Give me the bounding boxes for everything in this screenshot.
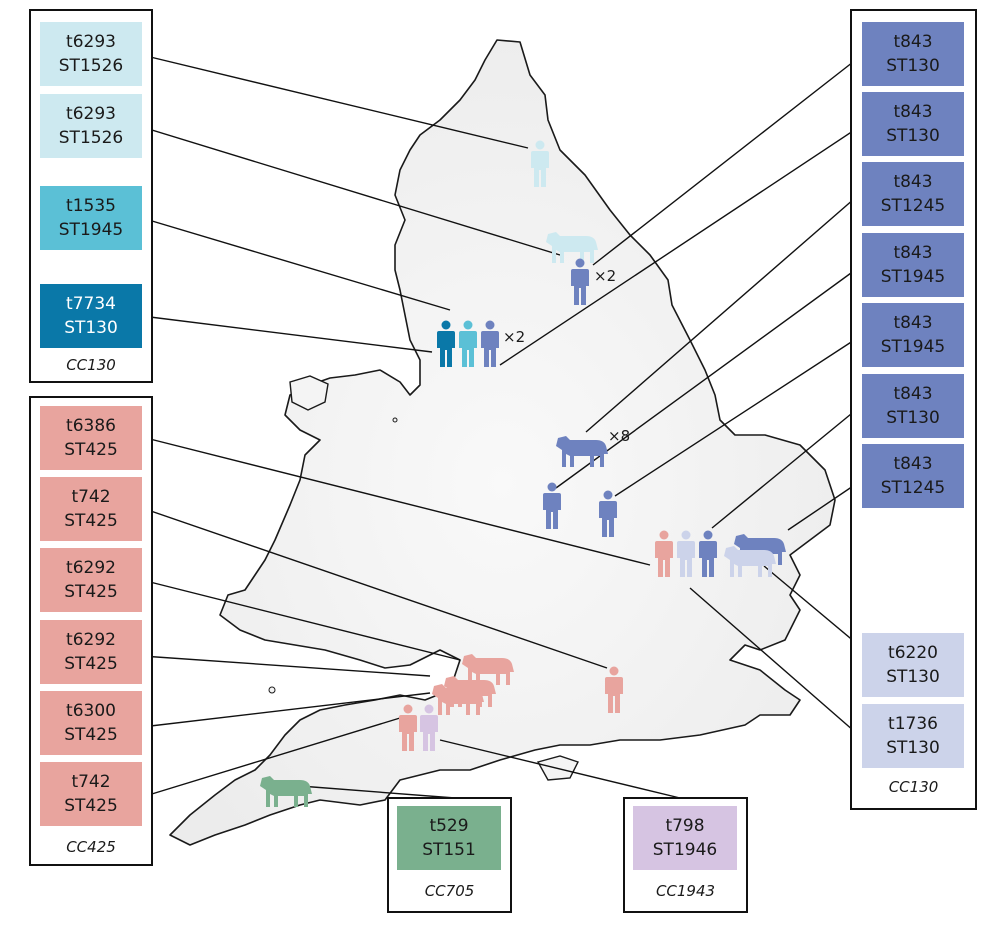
group-caption: CC705 (424, 882, 475, 900)
spa-type: t1736 (888, 714, 938, 734)
count-multiplier: ×2 (594, 267, 617, 285)
spa-label: t742 ST425 (40, 477, 142, 541)
spa-label: t6292 ST425 (40, 620, 142, 684)
sequence-type: ST130 (886, 667, 940, 687)
spa-label: t742 ST425 (40, 762, 142, 826)
sequence-type: ST1526 (58, 128, 124, 148)
cow-icon (724, 542, 778, 582)
human-icon (436, 320, 456, 372)
sequence-type: ST130 (886, 56, 940, 76)
sequence-type: ST1945 (880, 337, 946, 357)
sequence-type: ST425 (64, 582, 118, 602)
cow-icon (462, 650, 516, 690)
spa-type: t7734 (66, 294, 116, 314)
spa-label: t1736 ST130 (862, 704, 964, 768)
spa-type: t742 (71, 772, 111, 792)
sequence-type: ST130 (886, 126, 940, 146)
spa-label: t6293 ST1526 (40, 22, 142, 86)
spa-label: t1535 ST1945 (40, 186, 142, 250)
sequence-type: ST130 (886, 408, 940, 428)
human-icon (480, 320, 500, 372)
sequence-type: ST1946 (652, 840, 718, 860)
spa-type: t1535 (66, 196, 116, 216)
spa-label: t529 ST151 (397, 806, 501, 870)
human-icon (598, 490, 618, 542)
anglesey-outline (289, 375, 329, 411)
spa-label: t843 ST130 (862, 92, 964, 156)
cow-icon (432, 680, 486, 720)
spa-type: t843 (893, 243, 933, 263)
human-icon (654, 530, 674, 582)
spa-type: t843 (893, 32, 933, 52)
spa-type: t6386 (66, 416, 116, 436)
spa-label: t7734 ST130 (40, 284, 142, 348)
spa-label: t843 ST1245 (862, 444, 964, 508)
human-icon (419, 704, 439, 756)
spa-label: t6292 ST425 (40, 548, 142, 612)
cow-icon (260, 772, 314, 812)
group-caption: CC130 (66, 356, 116, 374)
sequence-type: ST1945 (58, 220, 124, 240)
spa-type: t6300 (66, 701, 116, 721)
sequence-type: ST425 (64, 654, 118, 674)
count-multiplier: ×2 (503, 328, 526, 346)
spa-type: t843 (893, 313, 933, 333)
spa-type: t6293 (66, 104, 116, 124)
spa-label: t6220 ST130 (862, 633, 964, 697)
spa-type: t843 (893, 384, 933, 404)
group-caption: CC1943 (655, 882, 716, 900)
spa-type: t6292 (66, 558, 116, 578)
spa-type: t529 (429, 816, 469, 836)
spa-label: t6386 ST425 (40, 406, 142, 470)
human-icon (458, 320, 478, 372)
sequence-type: ST1945 (880, 267, 946, 287)
human-icon (676, 530, 696, 582)
spa-type: t6220 (888, 643, 938, 663)
sequence-type: ST151 (422, 840, 476, 860)
sequence-type: ST1526 (58, 56, 124, 76)
spa-label: t843 ST1945 (862, 303, 964, 367)
human-icon (698, 530, 718, 582)
human-icon (530, 140, 550, 192)
spa-type: t798 (665, 816, 705, 836)
sequence-type: ST130 (64, 318, 118, 338)
sequence-type: ST425 (64, 440, 118, 460)
cow-icon (734, 530, 788, 570)
spa-type: t6292 (66, 630, 116, 650)
spa-label: t843 ST1945 (862, 233, 964, 297)
sequence-type: ST130 (886, 738, 940, 758)
human-icon (542, 482, 562, 534)
map-outline (169, 39, 836, 846)
spa-label: t6300 ST425 (40, 691, 142, 755)
group-caption: CC425 (66, 838, 116, 856)
group-caption: CC130 (888, 778, 939, 796)
spa-label: t843 ST130 (862, 22, 964, 86)
human-icon (604, 666, 624, 718)
count-multiplier: ×8 (608, 427, 631, 445)
spa-label: t6293 ST1526 (40, 94, 142, 158)
sequence-type: ST425 (64, 511, 118, 531)
spa-label: t843 ST1245 (862, 162, 964, 226)
spa-type: t843 (893, 454, 933, 474)
sequence-type: ST425 (64, 796, 118, 816)
cow-icon (556, 432, 610, 472)
spa-type: t843 (893, 102, 933, 122)
spa-label: t798 ST1946 (633, 806, 737, 870)
cow-icon (546, 228, 600, 268)
sequence-type: ST1245 (880, 478, 946, 498)
sequence-type: ST1245 (880, 196, 946, 216)
connector-lines (141, 54, 863, 799)
spa-type: t742 (71, 487, 111, 507)
human-icon (398, 704, 418, 756)
spa-type: t843 (893, 172, 933, 192)
spa-label: t843 ST130 (862, 374, 964, 438)
spa-type: t6293 (66, 32, 116, 52)
sequence-type: ST425 (64, 725, 118, 745)
human-icon (570, 258, 590, 310)
